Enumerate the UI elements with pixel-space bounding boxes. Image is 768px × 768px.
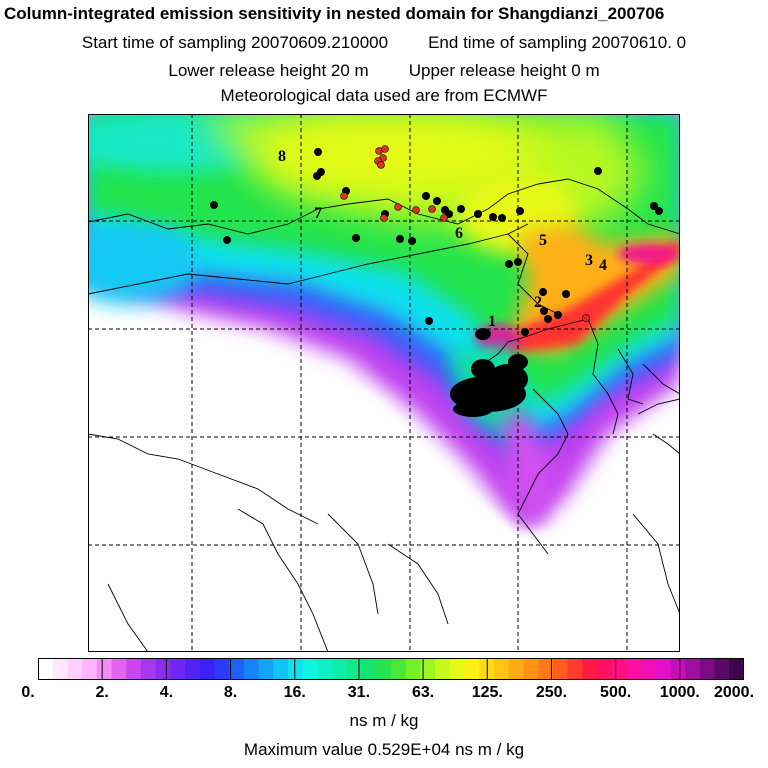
legend-cell <box>685 658 701 680</box>
region-label-2: 2 <box>534 294 542 311</box>
sensitivity-field <box>88 114 680 652</box>
legend-cell <box>317 658 333 680</box>
observation-sites <box>210 148 663 417</box>
legend-tick-label: 0. <box>21 684 35 701</box>
release-heights: Lower release height 20 m Upper release h… <box>0 61 768 81</box>
legend-cell <box>361 658 377 680</box>
map-frame <box>88 114 680 652</box>
legend-cell <box>170 658 186 680</box>
legend-tick-label: 2000. <box>713 684 755 701</box>
legend-cell <box>82 658 98 680</box>
upper-release-height: Upper release height 0 m <box>408 61 600 80</box>
legend-cell <box>699 658 716 680</box>
region-label-4: 4 <box>599 257 607 274</box>
legend-cell <box>670 658 686 680</box>
legend-tick-label: 31. <box>347 684 371 701</box>
legend-cell <box>126 658 142 680</box>
legend-cell <box>302 658 319 680</box>
legend-cell <box>38 658 54 680</box>
legend-cell <box>96 658 113 680</box>
legend-tick-label: 16. <box>283 684 306 701</box>
legend-cell <box>420 658 436 680</box>
legend-tick-label: 4. <box>159 684 174 701</box>
legend-cell <box>258 658 274 680</box>
legend-cell <box>449 658 466 680</box>
legend-cell <box>155 658 171 680</box>
legend-cell <box>538 658 554 680</box>
release-sites <box>340 145 590 322</box>
legend-cell <box>611 658 627 680</box>
legend-cell <box>405 658 422 680</box>
legend-cell <box>111 658 127 680</box>
legend-cell <box>391 658 407 680</box>
region-label-1: 1 <box>488 313 496 330</box>
legend-cell <box>229 658 245 680</box>
legend-cell <box>52 658 69 680</box>
region-label-8: 8 <box>278 148 286 165</box>
region-label-5: 5 <box>539 232 547 249</box>
legend-unit: ns m / kg <box>349 711 419 730</box>
country-borders <box>88 178 680 652</box>
legend-cell <box>493 658 510 680</box>
legend-cell <box>567 658 583 680</box>
legend-tick-label: 63. <box>411 684 435 701</box>
legend-cell <box>185 658 201 680</box>
legend-cell <box>552 658 569 680</box>
region-label-3: 3 <box>585 252 593 269</box>
maximum-value: Maximum value 0.529E+04 ns m / kg <box>243 740 525 759</box>
legend-cell <box>140 658 157 680</box>
legend-cell <box>67 658 83 680</box>
lower-release-height: Lower release height 20 m <box>168 61 369 80</box>
legend-cell <box>655 658 672 680</box>
region-label-7: 7 <box>314 205 322 222</box>
sampling-times: Start time of sampling 20070609.210000 En… <box>0 33 768 53</box>
legend-tick-label: 125. <box>471 684 503 701</box>
legend-cell <box>288 658 304 680</box>
legend-cell <box>273 658 289 680</box>
legend-tick-label: 1000. <box>659 684 700 701</box>
legend-cell <box>332 658 348 680</box>
legend-cell <box>346 658 363 680</box>
legend-cell <box>243 658 260 680</box>
legend-cells <box>38 658 744 680</box>
legend-cell <box>464 658 480 680</box>
legend-cell <box>376 658 392 680</box>
legend-tick-label: 2. <box>95 684 109 701</box>
region-label-6: 6 <box>455 225 463 242</box>
sensitivity-map: 8 7 6 5 3 4 2 1 <box>88 114 680 652</box>
legend-cell <box>435 658 451 680</box>
legend-cell <box>596 658 613 680</box>
legend-cell <box>508 658 524 680</box>
legend-cell <box>714 658 730 680</box>
legend-cell <box>199 658 216 680</box>
legend-cell <box>582 658 598 680</box>
legend-dividers <box>101 658 681 680</box>
met-data-source: Meteorological data used are from ECMWF <box>220 86 548 105</box>
legend-cell <box>523 658 539 680</box>
start-time: Start time of sampling 20070609.210000 <box>81 33 389 52</box>
legend-tick-label: 500. <box>600 684 632 701</box>
legend-tick-label: 250. <box>535 684 568 701</box>
color-legend <box>38 658 744 680</box>
legend-cell <box>641 658 657 680</box>
lat-lon-grid <box>88 114 680 652</box>
end-time: End time of sampling 20070610. 0 <box>428 33 687 52</box>
legend-cell <box>729 658 744 680</box>
map-title: Column-integrated emission sensitivity i… <box>4 4 665 23</box>
legend-cell <box>214 658 230 680</box>
legend-cell <box>626 658 642 680</box>
legend-frame <box>38 658 744 680</box>
legend-tick-label: 8. <box>223 684 238 701</box>
